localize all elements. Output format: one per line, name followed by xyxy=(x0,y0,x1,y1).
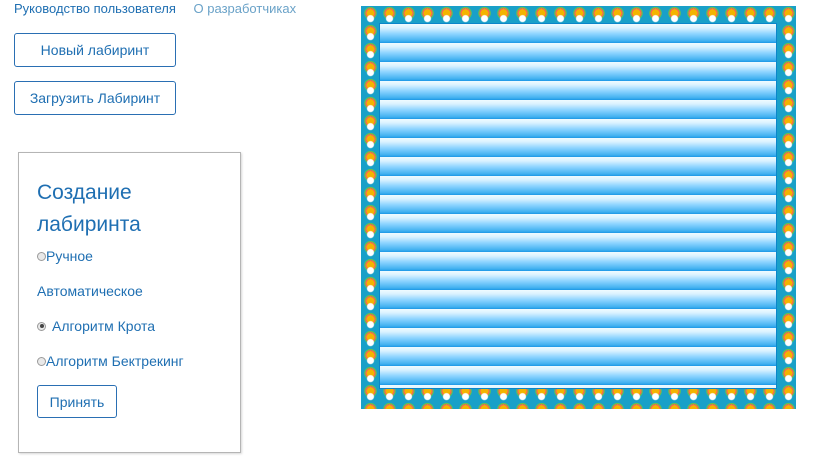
krot-label: Алгоритм Крота xyxy=(52,318,156,334)
manual-option[interactable]: Ручное xyxy=(37,248,93,264)
krot-algorithm-option[interactable]: Алгоритм Крота xyxy=(37,318,155,334)
backtracking-algorithm-option[interactable]: Алгоритм Бектрекинг xyxy=(37,353,184,369)
krot-radio[interactable] xyxy=(37,321,46,331)
maze-creation-panel: Создание лабиринта Ручное Автоматическое… xyxy=(18,152,241,453)
top-navigation: Руководство пользователя О разработчиках xyxy=(14,1,310,16)
maze-canvas[interactable] xyxy=(361,6,796,409)
user-guide-link[interactable]: Руководство пользователя xyxy=(14,1,176,16)
load-maze-button[interactable]: Загрузить Лабиринт xyxy=(14,81,176,115)
panel-title: Создание лабиринта xyxy=(37,181,141,236)
accept-button[interactable]: Принять xyxy=(37,385,117,418)
maze-grid[interactable] xyxy=(379,23,777,389)
backtracking-label: Алгоритм Бектрекинг xyxy=(46,353,184,369)
new-maze-button[interactable]: Новый лабиринт xyxy=(14,33,176,67)
backtracking-radio[interactable] xyxy=(37,356,46,366)
manual-label: Ручное xyxy=(46,248,93,264)
manual-radio[interactable] xyxy=(37,251,46,261)
automatic-group-label: Автоматическое xyxy=(37,283,143,299)
about-developers-link[interactable]: О разработчиках xyxy=(193,1,297,16)
